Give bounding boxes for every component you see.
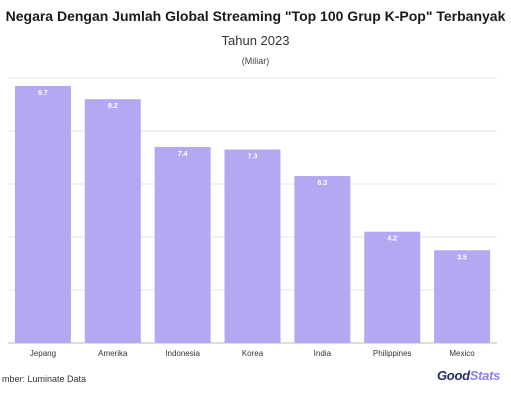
data-label: 9.2	[108, 103, 118, 110]
bar-korea	[224, 149, 281, 343]
x-tick-label: Philippines	[373, 349, 412, 358]
bar-philippines	[364, 231, 421, 343]
goodstats-logo: GoodStats	[437, 368, 500, 383]
data-label: 7.3	[248, 154, 258, 161]
chart-unit-label: (Miliar)	[241, 56, 270, 66]
x-tick-label: Amerika	[98, 349, 128, 358]
data-label: 4.2	[387, 236, 397, 243]
chart-subtitle: Tahun 2023	[221, 33, 290, 48]
x-tick-label: India	[314, 349, 332, 358]
source-caption: mber: Luminate Data	[2, 374, 87, 384]
bar-amerika	[84, 99, 141, 343]
bar-jepang	[14, 85, 71, 343]
bar-indonesia	[154, 146, 211, 343]
data-label: 3.5	[457, 254, 467, 261]
x-tick-label: Mexico	[449, 349, 475, 358]
data-label: 9.7	[38, 90, 48, 97]
logo-text-main: Good	[437, 368, 470, 383]
data-label: 6.3	[317, 180, 327, 187]
x-tick-label: Korea	[242, 349, 264, 358]
bar-india	[294, 176, 351, 343]
bar-mexico	[434, 250, 491, 343]
data-label: 7.4	[178, 151, 188, 158]
chart-title: Negara Dengan Jumlah Global Streaming "T…	[5, 8, 506, 24]
x-tick-label: Indonesia	[165, 349, 200, 358]
logo-text-accent: Stats	[469, 368, 501, 383]
x-tick-label: Jepang	[30, 349, 56, 358]
